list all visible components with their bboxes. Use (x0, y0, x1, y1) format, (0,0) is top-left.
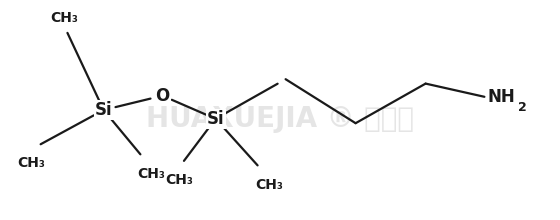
Text: HUAXUEJIA ® 化学加: HUAXUEJIA ® 化学加 (146, 105, 414, 133)
Text: CH₃: CH₃ (50, 11, 78, 25)
Text: CH₃: CH₃ (255, 178, 283, 192)
Text: 2: 2 (518, 101, 527, 114)
Text: Si: Si (207, 110, 225, 128)
Text: NH: NH (487, 88, 515, 106)
Text: Si: Si (95, 101, 113, 119)
Text: CH₃: CH₃ (137, 167, 165, 181)
Text: CH₃: CH₃ (165, 173, 193, 187)
Text: O: O (155, 87, 170, 105)
Text: CH₃: CH₃ (17, 156, 45, 170)
